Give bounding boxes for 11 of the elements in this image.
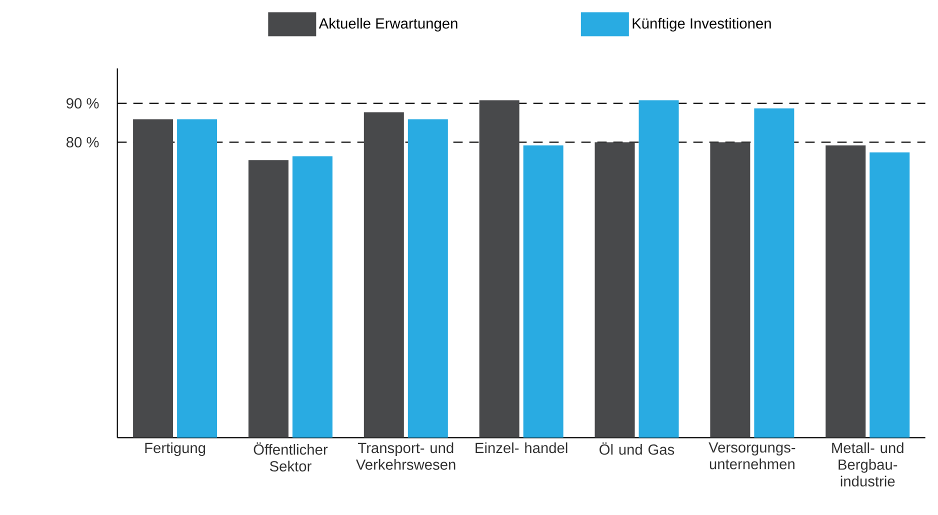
x-tick-label: Öl und Gas xyxy=(600,442,674,455)
x-tick-label: Öffentlicher Sektor xyxy=(254,442,328,472)
x-tick-label: Metall- und Bergbau- industrie xyxy=(832,442,904,486)
x-tick-label: Einzel- handel xyxy=(476,442,568,454)
x-tick-label: Transport- und Verkehrswesen xyxy=(356,442,456,470)
x-tick-label: Fertigung xyxy=(145,442,206,456)
y-tick-label: 90 % xyxy=(66,98,99,109)
y-tick-label: 80 % xyxy=(66,137,99,148)
legend-label: Künftige Investitionen xyxy=(632,18,771,32)
x-tick-label: Versorgungs- unternehmen xyxy=(708,442,796,470)
legend-label: Aktuelle Erwartungen xyxy=(318,18,458,32)
